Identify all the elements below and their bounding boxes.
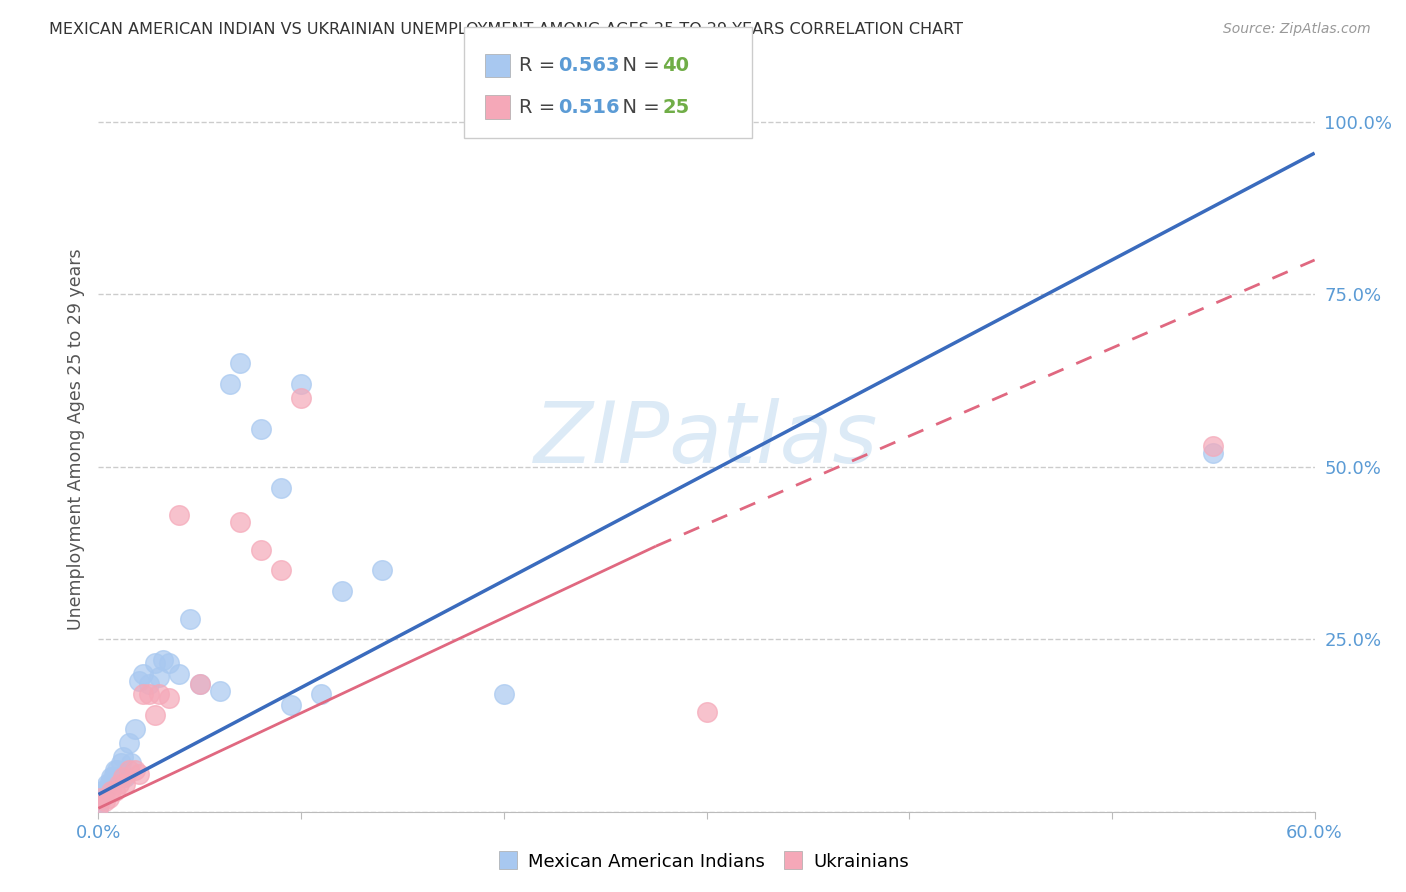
- Point: [105, 764, 128, 778]
- Point: [107, 770, 129, 784]
- Point: [219, 377, 242, 392]
- Point: [290, 377, 312, 392]
- Point: [89, 794, 111, 808]
- Point: [128, 766, 150, 780]
- Point: [188, 677, 211, 691]
- Point: [249, 422, 271, 436]
- Point: [110, 756, 132, 771]
- Point: [138, 688, 160, 702]
- Point: [152, 653, 174, 667]
- Point: [91, 791, 114, 805]
- Point: [93, 784, 115, 798]
- Point: [169, 508, 191, 523]
- Point: [143, 657, 166, 671]
- Point: [169, 666, 191, 681]
- Point: [114, 770, 136, 784]
- Point: [96, 777, 118, 791]
- Legend: Mexican American Indians, Ukrainians: Mexican American Indians, Ukrainians: [489, 845, 917, 879]
- Point: [1202, 446, 1225, 460]
- Point: [132, 688, 155, 702]
- Point: [179, 612, 201, 626]
- Point: [330, 584, 353, 599]
- Point: [100, 770, 122, 784]
- Point: [104, 764, 127, 778]
- Point: [120, 756, 142, 771]
- Text: ZIPatlas: ZIPatlas: [534, 398, 879, 481]
- Point: [124, 722, 146, 736]
- Point: [229, 515, 252, 529]
- Point: [492, 688, 515, 702]
- Point: [128, 673, 150, 688]
- Point: [138, 677, 160, 691]
- Point: [280, 698, 302, 712]
- Text: R =: R =: [519, 55, 561, 75]
- Point: [311, 688, 333, 702]
- Point: [157, 657, 180, 671]
- Text: 40: 40: [662, 55, 689, 75]
- Point: [148, 670, 170, 684]
- Point: [148, 688, 170, 702]
- Point: [143, 708, 166, 723]
- Point: [132, 666, 155, 681]
- Y-axis label: Unemployment Among Ages 25 to 29 years: Unemployment Among Ages 25 to 29 years: [66, 249, 84, 630]
- Point: [249, 542, 271, 557]
- Point: [371, 563, 394, 577]
- Point: [111, 770, 134, 784]
- Text: R =: R =: [519, 97, 561, 117]
- Text: Source: ZipAtlas.com: Source: ZipAtlas.com: [1223, 22, 1371, 37]
- Point: [107, 777, 129, 791]
- Point: [188, 677, 211, 691]
- Point: [93, 794, 115, 808]
- Point: [118, 764, 141, 778]
- Point: [118, 736, 141, 750]
- Text: N =: N =: [610, 55, 666, 75]
- Text: MEXICAN AMERICAN INDIAN VS UKRAINIAN UNEMPLOYMENT AMONG AGES 25 TO 29 YEARS CORR: MEXICAN AMERICAN INDIAN VS UKRAINIAN UNE…: [49, 22, 963, 37]
- Text: N =: N =: [610, 97, 666, 117]
- Point: [696, 705, 718, 719]
- Point: [97, 791, 120, 805]
- Point: [114, 777, 136, 791]
- Point: [290, 391, 312, 405]
- Point: [91, 784, 114, 798]
- Text: 0.563: 0.563: [558, 55, 620, 75]
- Point: [1202, 439, 1225, 453]
- Point: [87, 801, 110, 815]
- Text: 0.516: 0.516: [558, 97, 620, 117]
- Point: [209, 684, 232, 698]
- Point: [157, 690, 180, 705]
- Point: [100, 784, 122, 798]
- Point: [229, 356, 252, 370]
- Point: [111, 749, 134, 764]
- Point: [87, 801, 110, 815]
- Point: [124, 764, 146, 778]
- Point: [104, 784, 127, 798]
- Point: [270, 563, 292, 577]
- Text: 25: 25: [662, 97, 689, 117]
- Point: [101, 770, 124, 784]
- Point: [89, 791, 111, 805]
- Point: [97, 777, 120, 791]
- Point: [270, 481, 292, 495]
